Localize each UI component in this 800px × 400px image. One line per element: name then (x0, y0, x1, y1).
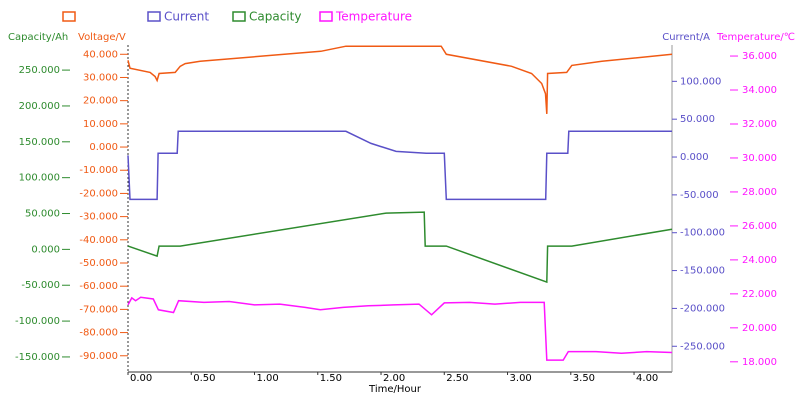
y-tick-label: 34.000 (742, 85, 777, 96)
y-tick-label: 30.000 (742, 153, 777, 164)
y-tick-label: -80.000 (79, 328, 118, 339)
y-tick-label: 0.000 (680, 152, 709, 163)
y-axis-title: Current/A (662, 32, 710, 43)
y-tick-label: 30.000 (83, 72, 118, 83)
series-line (127, 45, 673, 114)
y-tick-label: -50.000 (21, 280, 60, 291)
y-tick-label: 36.000 (742, 51, 777, 62)
y-tick-label: 10.000 (83, 119, 118, 130)
legend-label: Temperature (335, 10, 412, 24)
y-tick-label: -200.000 (680, 303, 725, 314)
y-tick-label: 100.000 (680, 76, 721, 87)
x-tick-label: 3.00 (510, 373, 532, 384)
x-tick-label: 2.50 (446, 373, 468, 384)
legend-swatch (62, 11, 76, 22)
series-line (127, 211, 673, 284)
y-tick-label: 0.000 (31, 244, 60, 255)
x-tick-label: 0.00 (130, 373, 152, 384)
y-tick-label: -30.000 (79, 212, 118, 223)
x-tick-label: 1.00 (257, 373, 279, 384)
y-tick-label: -100.000 (680, 228, 725, 239)
series-line (127, 296, 673, 361)
y-tick-label: 22.000 (742, 289, 777, 300)
y-tick-label: 250.000 (19, 65, 60, 76)
y-tick-label: -60.000 (79, 281, 118, 292)
y-tick-label: -150.000 (680, 266, 725, 277)
y-tick-label: 150.000 (19, 137, 60, 148)
y-tick-label: -100.000 (15, 316, 60, 327)
x-axis-title: Time/Hour (368, 384, 422, 395)
y-tick-label: 0.000 (89, 142, 118, 153)
y-axis-title: Capacity/Ah (8, 32, 68, 43)
legend-swatch (319, 11, 333, 22)
y-tick-label: 200.000 (19, 101, 60, 112)
y-tick-label: -250.000 (680, 341, 725, 352)
y-tick-label: -40.000 (79, 235, 118, 246)
legend-label: Capacity (249, 10, 301, 24)
y-tick-label: -70.000 (79, 304, 118, 315)
x-tick-label: 1.50 (320, 373, 342, 384)
y-tick-label: 50.000 (680, 114, 715, 125)
y-tick-label: 24.000 (742, 255, 777, 266)
y-tick-label: 50.000 (25, 209, 60, 220)
y-tick-label: -10.000 (79, 165, 118, 176)
x-tick-label: 2.00 (383, 373, 405, 384)
y-tick-label: -150.000 (15, 352, 60, 363)
legend-swatch (147, 11, 161, 22)
y-tick-label: 26.000 (742, 221, 777, 232)
y-axis-title: Temperature/℃ (716, 32, 795, 43)
y-tick-label: -20.000 (79, 188, 118, 199)
y-tick-label: 20.000 (83, 96, 118, 107)
y-tick-label: 28.000 (742, 187, 777, 198)
y-tick-label: -50.000 (680, 190, 719, 201)
y-tick-label: 100.000 (19, 173, 60, 184)
legend-label: Current (164, 10, 209, 24)
x-tick-label: 0.50 (193, 373, 215, 384)
y-tick-label: -50.000 (79, 258, 118, 269)
y-tick-label: 18.000 (742, 357, 777, 368)
y-tick-label: -90.000 (79, 351, 118, 362)
y-tick-label: 32.000 (742, 119, 777, 130)
legend-swatch (232, 11, 246, 22)
x-tick-label: 4.00 (636, 373, 658, 384)
y-tick-label: 20.000 (742, 323, 777, 334)
y-tick-label: 40.000 (83, 49, 118, 60)
x-tick-label: 3.50 (573, 373, 595, 384)
series-line (127, 130, 672, 201)
y-axis-title: Voltage/V (78, 32, 126, 43)
